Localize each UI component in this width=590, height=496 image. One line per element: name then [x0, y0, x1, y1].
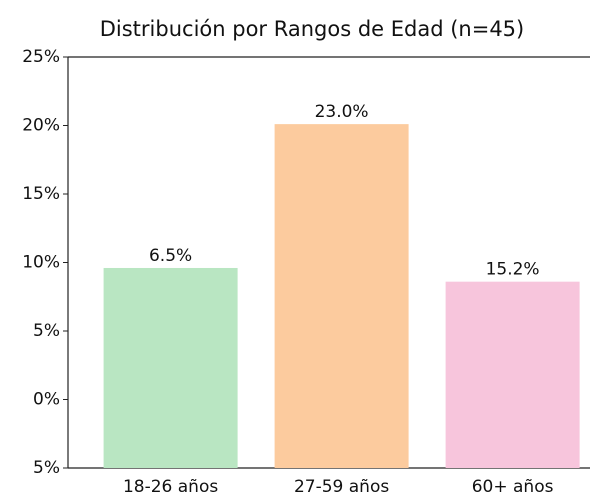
bar — [274, 124, 409, 468]
y-tick-label: 0% — [33, 390, 60, 410]
y-tick-label: 5% — [33, 458, 60, 478]
x-tick-label: 60+ años — [472, 477, 554, 496]
x-tick-label: 18-26 años — [123, 477, 218, 496]
bar-annotation: 15.2% — [486, 260, 540, 280]
y-tick-label: 15% — [22, 184, 60, 204]
x-tick-label: 27-59 años — [294, 477, 389, 496]
bar — [103, 267, 238, 468]
bar-annotation: 6.5% — [149, 246, 192, 266]
bar-annotation: 23.0% — [315, 102, 369, 122]
y-tick-label: 5% — [33, 321, 60, 341]
y-tick-label: 25% — [22, 47, 60, 67]
bar — [445, 281, 580, 468]
chart-title: Distribución por Rangos de Edad (n=45) — [100, 17, 525, 41]
y-tick-label: 20% — [22, 116, 60, 136]
y-tick-label: 10% — [22, 253, 60, 273]
